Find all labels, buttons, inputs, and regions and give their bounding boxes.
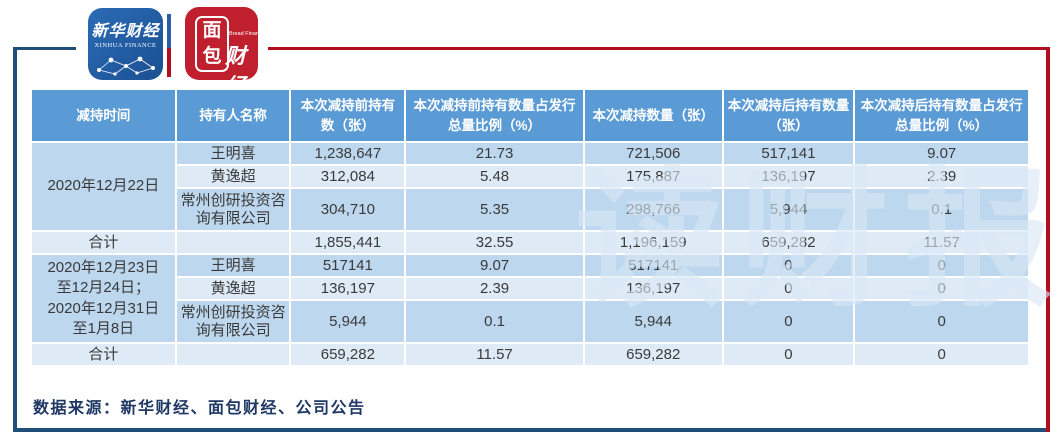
holder-cell bbox=[174, 342, 292, 367]
value-cell: 136,197 bbox=[721, 164, 856, 189]
holder-cell: 常州创研投资咨询有限公司 bbox=[174, 299, 292, 344]
value-cell: 11.57 bbox=[853, 230, 1030, 255]
value-cell: 659,282 bbox=[721, 230, 856, 255]
table-row: 常州创研投资咨询有限公司 5,944 0.1 5,944 0 0 bbox=[31, 299, 1030, 344]
value-cell: 1,855,441 bbox=[289, 230, 407, 255]
holder-cell bbox=[174, 230, 292, 255]
reduction-table-container: 减持时间 持有人名称 本次减持前持有数（张） 本次减持前持有数量占发行总量比例（… bbox=[30, 88, 1030, 367]
frame-top-red-line bbox=[268, 47, 1050, 50]
header-cell-holder: 持有人名称 bbox=[174, 88, 292, 143]
value-cell: 0 bbox=[853, 253, 1030, 278]
holder-cell: 王明喜 bbox=[174, 141, 292, 166]
holder-cell: 常州创研投资咨询有限公司 bbox=[174, 187, 292, 232]
divider-blue-segment bbox=[167, 14, 171, 48]
logo-divider bbox=[167, 14, 171, 77]
table-header-row: 减持时间 持有人名称 本次减持前持有数（张） 本次减持前持有数量占发行总量比例（… bbox=[30, 88, 1030, 143]
value-cell: 0 bbox=[853, 299, 1030, 344]
value-cell: 136,197 bbox=[582, 276, 724, 301]
value-cell: 9.07 bbox=[404, 253, 585, 278]
xinhua-logo-title: 新华财经 bbox=[91, 23, 160, 40]
header-cell-after-pct: 本次减持后持有数量占发行总量比例（%） bbox=[853, 88, 1030, 143]
period-cell: 2020年12月22日 bbox=[30, 141, 177, 232]
frame-left-border bbox=[13, 47, 17, 432]
period-line: 2020年12月22日 bbox=[47, 177, 160, 195]
total-label-cell: 合计 bbox=[30, 230, 177, 255]
total-row: 合计 659,282 11.57 659,282 0 0 bbox=[30, 342, 1030, 367]
footer-source: 数据来源：新华财经、面包财经、公司公告 bbox=[33, 400, 366, 417]
header-cell-before-pct: 本次减持前持有数量占发行总量比例（%） bbox=[404, 88, 585, 143]
holder-cell: 王明喜 bbox=[174, 253, 292, 278]
table-row: 2020年12月22日 王明喜 1,238,647 21.73 721,506 … bbox=[30, 141, 1030, 232]
value-cell: 5.48 bbox=[404, 164, 585, 189]
divider-red-segment bbox=[167, 48, 171, 77]
value-cell: 5,944 bbox=[721, 187, 856, 232]
period-line: 2020年12月31日 bbox=[47, 299, 160, 317]
period-line: 至1月8日 bbox=[72, 319, 135, 337]
total-label-cell: 合计 bbox=[30, 342, 177, 367]
bread-logo-caijing: 财经 bbox=[225, 45, 246, 80]
header-cell-period: 减持时间 bbox=[30, 88, 177, 143]
value-cell: 0 bbox=[721, 253, 856, 278]
value-cell: 2.39 bbox=[404, 276, 585, 301]
value-cell: 0 bbox=[721, 276, 856, 301]
value-cell: 0.1 bbox=[853, 187, 1030, 232]
table-row: 常州创研投资咨询有限公司 304,710 5.35 298,766 5,944 … bbox=[31, 187, 1030, 232]
value-cell: 9.07 bbox=[853, 141, 1030, 166]
value-cell: 5,944 bbox=[582, 299, 724, 344]
value-cell: 312,084 bbox=[289, 164, 407, 189]
value-cell: 136,197 bbox=[289, 276, 407, 301]
value-cell: 721,506 bbox=[582, 141, 724, 166]
xinhua-finance-logo: 新华财经 XINHUA FINANCE bbox=[88, 8, 163, 80]
bread-finance-logo: 面包 Bread Finance 财经 bbox=[185, 7, 258, 80]
reduction-table: 减持时间 持有人名称 本次减持前持有数（张） 本次减持前持有数量占发行总量比例（… bbox=[30, 88, 1030, 367]
value-cell: 0 bbox=[853, 342, 1030, 367]
frame-right-border bbox=[1046, 47, 1050, 432]
value-cell: 1,238,647 bbox=[289, 141, 407, 166]
header-cell-before: 本次减持前持有数（张） bbox=[289, 88, 407, 143]
value-cell: 0.1 bbox=[404, 299, 585, 344]
header-cell-after: 本次减持后持有数量（张） bbox=[721, 88, 856, 143]
period-cell: 2020年12月23日 至12月24日； 2020年12月31日 至1月8日 bbox=[30, 253, 177, 344]
holder-cell: 黄逸超 bbox=[174, 276, 292, 301]
value-cell: 659,282 bbox=[582, 342, 724, 367]
table-row: 2020年12月23日 至12月24日； 2020年12月31日 至1月8日 王… bbox=[30, 253, 1030, 344]
value-cell: 0 bbox=[721, 299, 856, 344]
value-cell: 0 bbox=[853, 276, 1030, 301]
table-row: 黄逸超 312,084 5.48 175,887 136,197 2.39 bbox=[31, 164, 1030, 189]
bread-logo-box: 面包 bbox=[195, 16, 229, 72]
value-cell: 0 bbox=[721, 342, 856, 367]
value-cell: 5,944 bbox=[289, 299, 407, 344]
header-cell-reduced: 本次减持数量（张） bbox=[582, 88, 724, 143]
value-cell: 2.39 bbox=[853, 164, 1030, 189]
value-cell: 517,141 bbox=[721, 141, 856, 166]
value-cell: 21.73 bbox=[404, 141, 585, 166]
value-cell: 298,766 bbox=[582, 187, 724, 232]
period-line: 至12月24日； bbox=[56, 279, 151, 297]
value-cell: 517141 bbox=[582, 253, 724, 278]
constellation-icon bbox=[96, 56, 155, 76]
value-cell: 304,710 bbox=[289, 187, 407, 232]
table-row: 黄逸超 136,197 2.39 136,197 0 0 bbox=[31, 276, 1030, 301]
value-cell: 5.35 bbox=[404, 187, 585, 232]
value-cell: 175,887 bbox=[582, 164, 724, 189]
value-cell: 1,196,159 bbox=[582, 230, 724, 255]
total-row: 合计 1,855,441 32.55 1,196,159 659,282 11.… bbox=[30, 230, 1030, 255]
value-cell: 32.55 bbox=[404, 230, 585, 255]
value-cell: 659,282 bbox=[289, 342, 407, 367]
holder-cell: 黄逸超 bbox=[174, 164, 292, 189]
xinhua-logo-subtitle: XINHUA FINANCE bbox=[94, 42, 157, 49]
frame-bottom-border bbox=[13, 428, 1050, 432]
value-cell: 517141 bbox=[289, 253, 407, 278]
value-cell: 11.57 bbox=[404, 342, 585, 367]
frame-top-navy-segment bbox=[13, 47, 76, 50]
bread-logo-subtitle: Bread Finance bbox=[229, 31, 258, 37]
period-line: 2020年12月23日 bbox=[47, 259, 160, 276]
